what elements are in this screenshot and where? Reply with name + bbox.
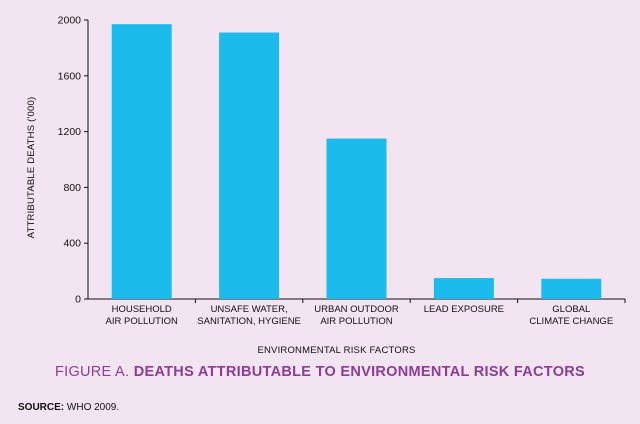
source-label: SOURCE: bbox=[18, 402, 65, 413]
y-tick-label: 800 bbox=[63, 182, 81, 194]
category-label: UNSAFE WATER, SANITATION, HYGIENE bbox=[197, 304, 301, 327]
bar bbox=[433, 278, 494, 299]
source-note: SOURCE: WHO 2009. bbox=[18, 402, 119, 413]
y-axis-title: ATTRIBUTABLE DEATHS ('000) bbox=[26, 97, 37, 239]
bar bbox=[219, 32, 280, 300]
y-tick-label: 0 bbox=[75, 294, 81, 306]
bar bbox=[541, 278, 602, 299]
bar bbox=[326, 138, 387, 299]
caption-prefix: FIGURE A. bbox=[54, 364, 134, 380]
y-tick-label: 1600 bbox=[58, 70, 82, 82]
category-label: GLOBAL CLIMATE CHANGE bbox=[529, 304, 613, 327]
y-tick-label: 2000 bbox=[58, 15, 82, 27]
y-tick-label: 1200 bbox=[58, 126, 82, 138]
bar bbox=[111, 24, 172, 300]
source-text: WHO 2009. bbox=[64, 402, 120, 413]
y-tick-label: 400 bbox=[63, 238, 81, 250]
category-label: HOUSEHOLD AIR POLLUTION bbox=[106, 304, 178, 327]
x-axis-title: ENVIRONMENTAL RISK FACTORS bbox=[257, 345, 415, 356]
caption-title: DEATHS ATTRIBUTABLE TO ENVIRONMENTAL RIS… bbox=[133, 364, 586, 380]
category-label: LEAD EXPOSURE bbox=[424, 304, 504, 315]
figure-caption: FIGURE A. DEATHS ATTRIBUTABLE TO ENVIRON… bbox=[0, 364, 640, 380]
category-label: URBAN OUTDOOR AIR POLLUTION bbox=[314, 304, 399, 327]
